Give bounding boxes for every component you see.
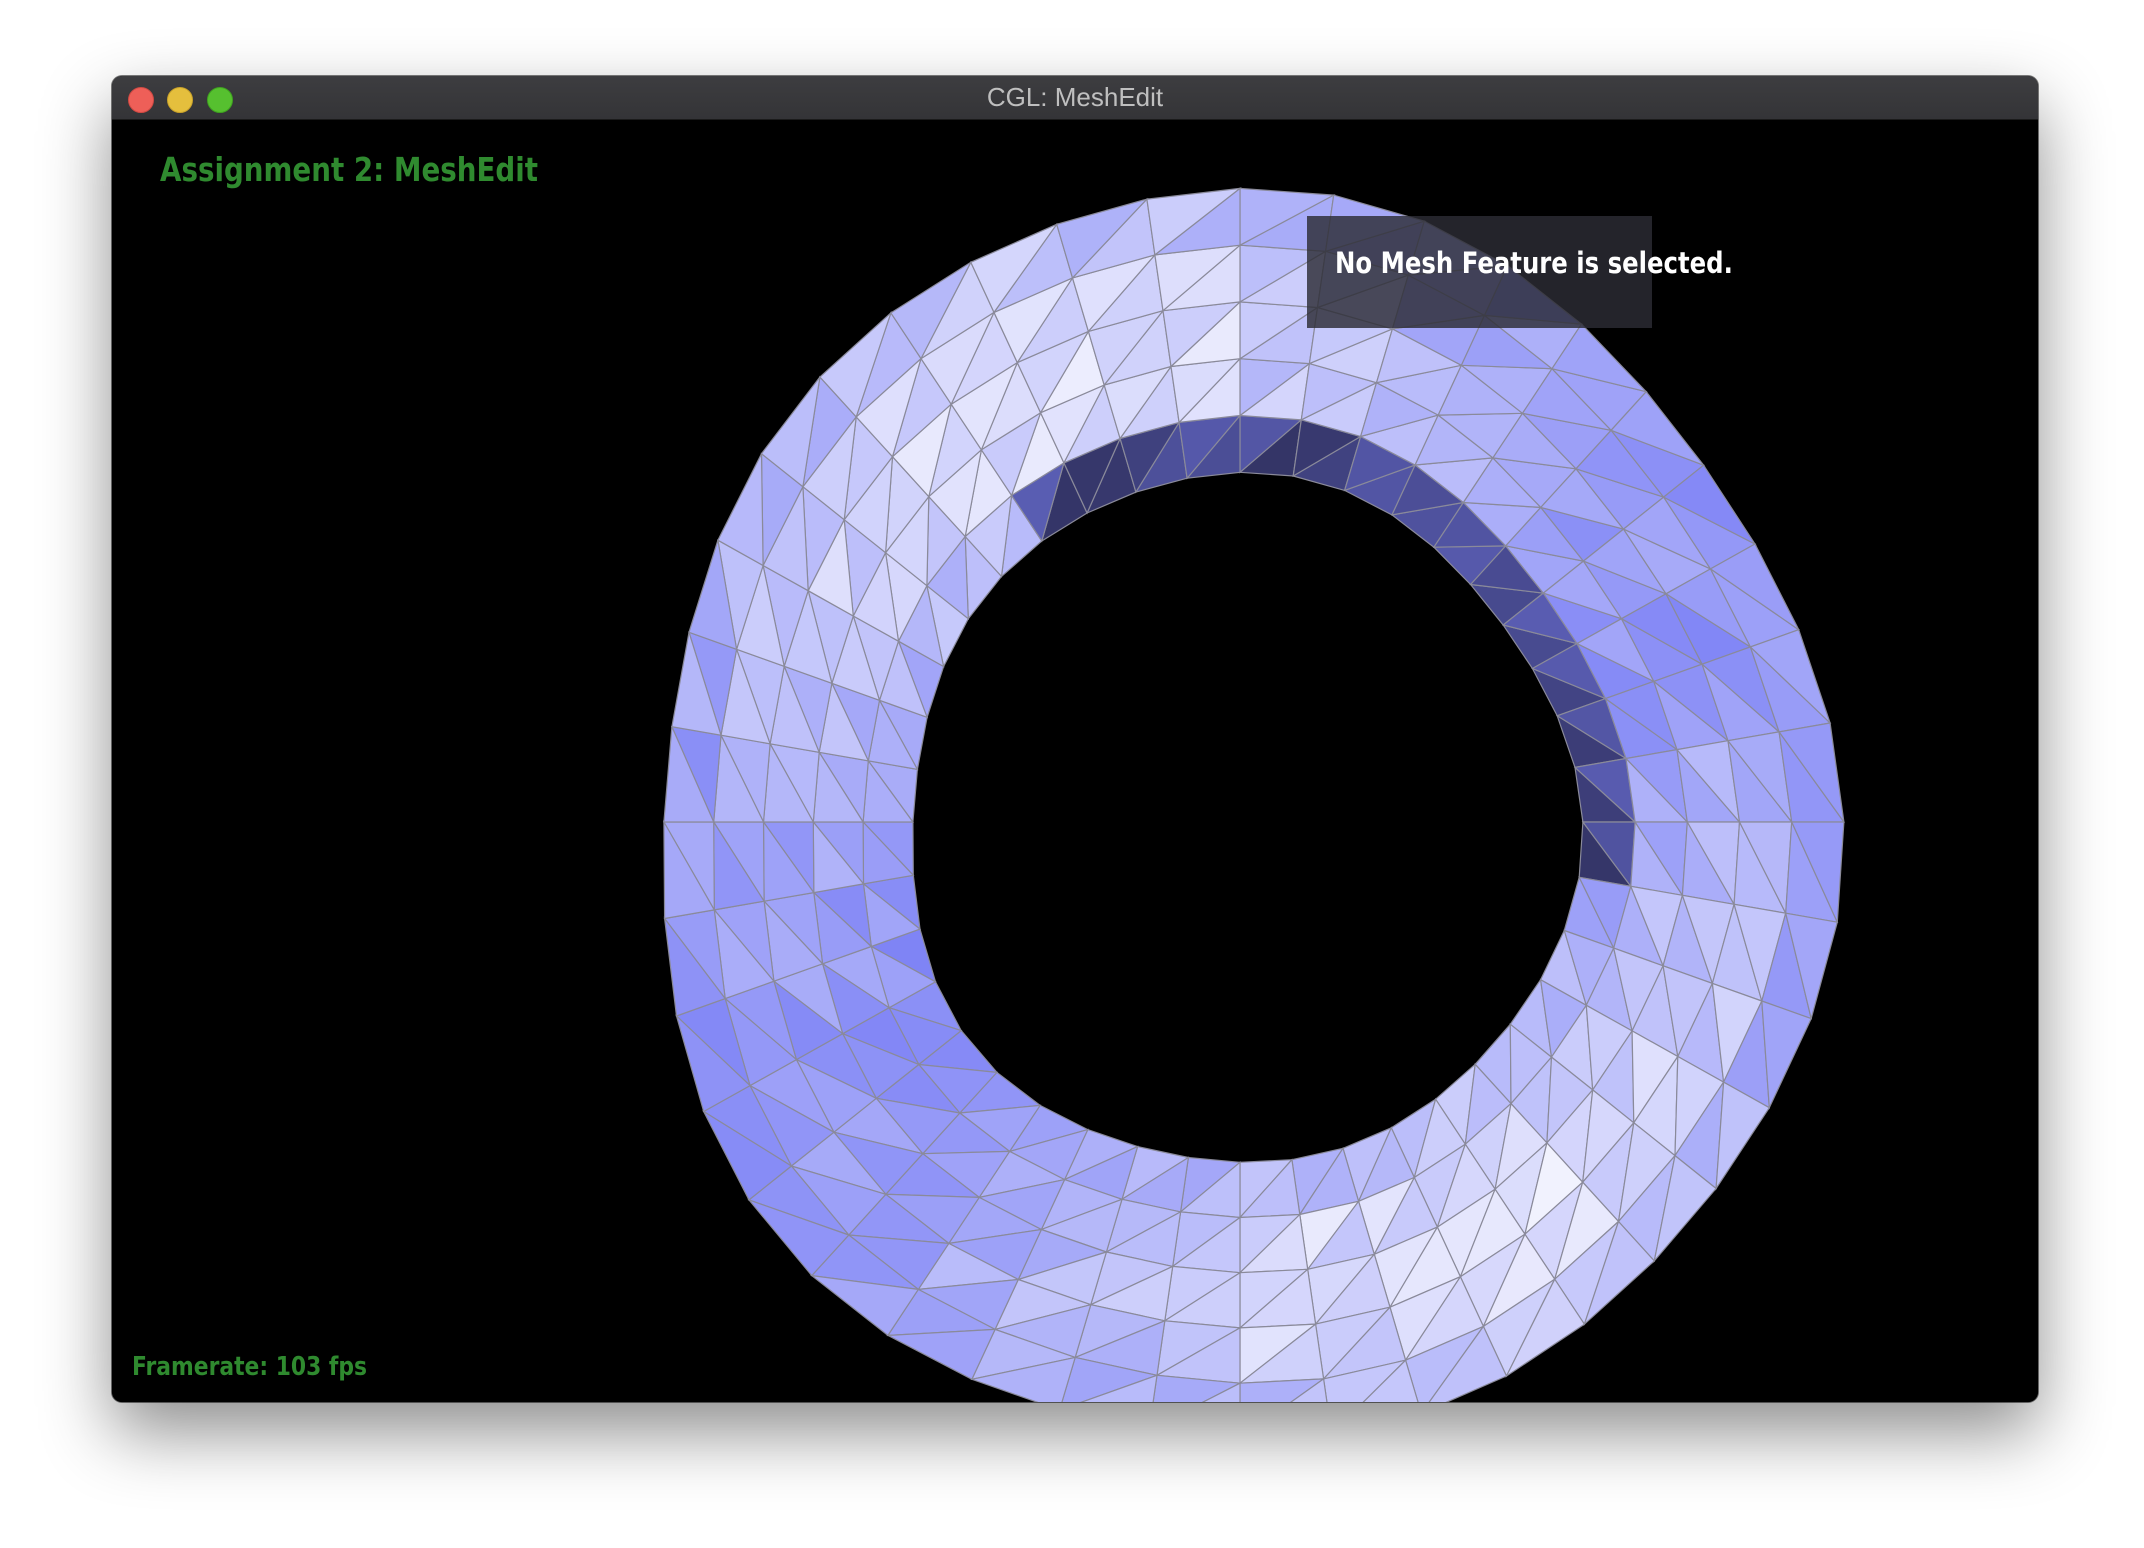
mesh-face[interactable] bbox=[675, 1014, 752, 1113]
torus-mesh[interactable] bbox=[112, 120, 2038, 1402]
mesh-face[interactable] bbox=[1332, 1359, 1422, 1402]
app-window: CGL: MeshEdit Assignment 2: MeshEdit No … bbox=[112, 76, 2038, 1402]
minimize-icon[interactable] bbox=[167, 87, 193, 113]
mesh-face[interactable] bbox=[1790, 821, 1845, 923]
mesh-face[interactable] bbox=[1239, 1378, 1326, 1402]
mesh-face[interactable] bbox=[969, 1356, 1077, 1402]
mesh-face[interactable] bbox=[1504, 1278, 1586, 1378]
mesh-face[interactable] bbox=[890, 260, 973, 360]
mesh-face[interactable] bbox=[1749, 628, 1831, 724]
mesh-face[interactable] bbox=[688, 540, 738, 651]
mesh-face[interactable] bbox=[663, 726, 715, 823]
mesh-face[interactable] bbox=[809, 1274, 920, 1337]
framerate-readout: Framerate: 103 fps bbox=[132, 1352, 368, 1382]
window-title: CGL: MeshEdit bbox=[986, 82, 1164, 112]
mesh-face[interactable] bbox=[1709, 543, 1800, 631]
mesh-face[interactable] bbox=[1653, 1154, 1717, 1264]
mesh-face[interactable] bbox=[1610, 390, 1706, 467]
mesh-face[interactable] bbox=[747, 1198, 850, 1277]
mesh-face[interactable] bbox=[1055, 197, 1149, 280]
mesh-face[interactable] bbox=[717, 453, 764, 567]
mesh-face[interactable] bbox=[819, 310, 893, 419]
mesh-face[interactable] bbox=[1551, 323, 1649, 393]
selection-status: No Mesh Feature is selected. bbox=[1335, 246, 1733, 280]
mesh-face[interactable] bbox=[663, 916, 727, 1017]
mesh-face[interactable] bbox=[969, 222, 1059, 314]
mesh-face[interactable] bbox=[1149, 1374, 1243, 1402]
mesh-face[interactable] bbox=[760, 376, 821, 488]
mesh-viewport[interactable]: Assignment 2: MeshEdit No Mesh Feature i… bbox=[112, 120, 2038, 1402]
mesh-face[interactable] bbox=[663, 819, 716, 920]
mesh-face[interactable] bbox=[885, 1328, 997, 1381]
mesh-face[interactable] bbox=[1784, 912, 1839, 1019]
mesh-face[interactable] bbox=[1421, 1325, 1508, 1402]
mesh-face[interactable] bbox=[1149, 1382, 1241, 1402]
mesh-face[interactable] bbox=[1761, 1000, 1813, 1111]
app-title: Assignment 2: MeshEdit bbox=[160, 150, 539, 189]
selection-status-panel: No Mesh Feature is selected. bbox=[1307, 216, 1733, 328]
mesh-face[interactable] bbox=[1240, 1377, 1332, 1402]
mesh-face[interactable] bbox=[1146, 187, 1243, 257]
mesh-face[interactable] bbox=[1662, 464, 1757, 546]
title-bar[interactable]: CGL: MeshEdit bbox=[112, 76, 2038, 120]
mesh-face[interactable] bbox=[1778, 722, 1845, 823]
mesh-face[interactable] bbox=[1715, 1081, 1771, 1191]
maximize-icon[interactable] bbox=[207, 87, 233, 113]
mesh-face[interactable] bbox=[1583, 1220, 1656, 1327]
close-icon[interactable] bbox=[128, 87, 154, 113]
mesh-face[interactable] bbox=[1060, 1374, 1158, 1402]
mesh-face[interactable] bbox=[671, 632, 722, 736]
mesh-face[interactable] bbox=[702, 1109, 793, 1201]
